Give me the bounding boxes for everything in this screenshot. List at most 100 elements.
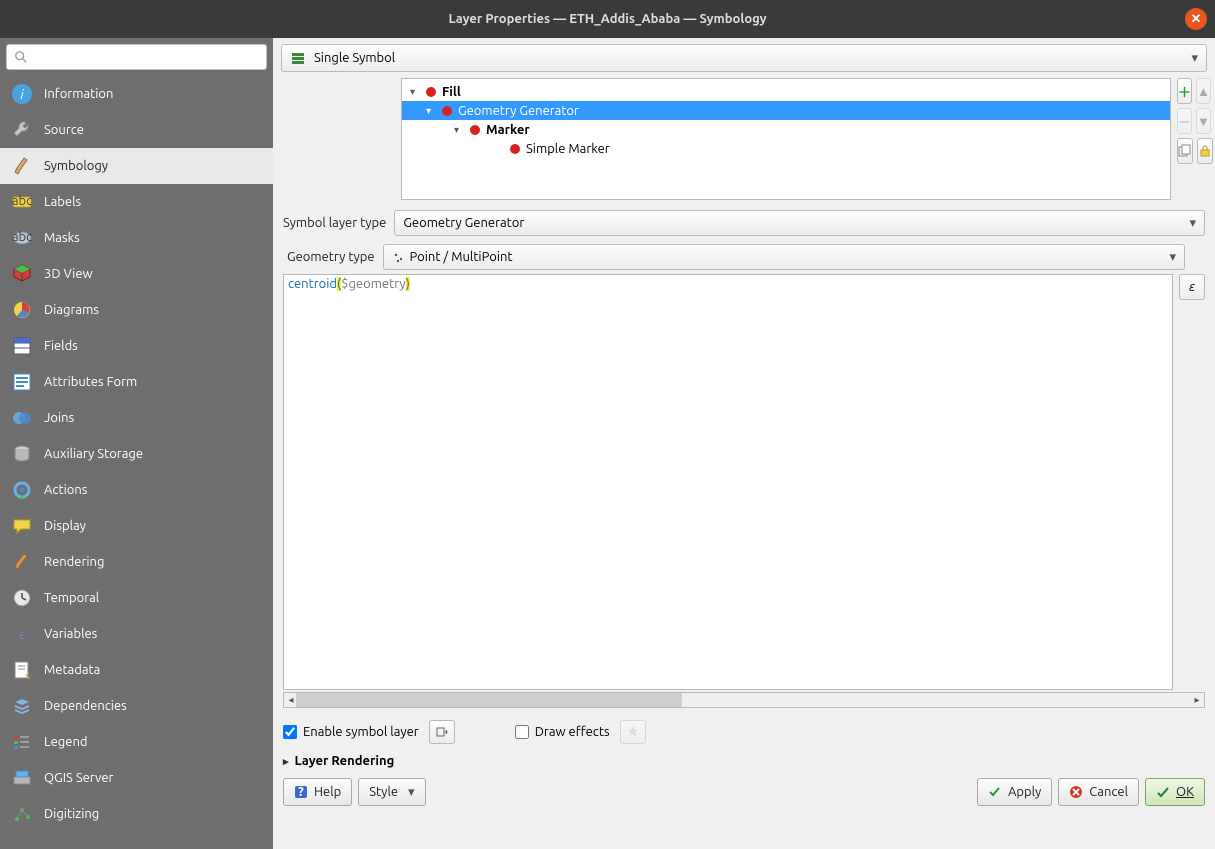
sidebar-item-information[interactable]: i Information [0,76,273,112]
tooltip-icon [10,514,34,538]
sidebar-search-input[interactable] [6,44,267,70]
plus-icon: ＋ [1178,82,1191,101]
sidebar-item-masks[interactable]: abc Masks [0,220,273,256]
sidebar-item-fields[interactable]: Fields [0,328,273,364]
sidebar-item-source[interactable]: Source [0,112,273,148]
titlebar: Layer Properties — ETH_Addis_Ababa — Sym… [0,0,1215,38]
enable-symbol-layer-label: Enable symbol layer [303,725,419,739]
expression-builder-button[interactable]: ε [1179,274,1205,300]
sidebar-nav: i Information Source Symbology abc Label… [0,76,273,849]
epsilon-icon: ε [1189,280,1195,294]
nav-label: Temporal [44,591,99,605]
info-icon: i [10,82,34,106]
geometry-type-select[interactable]: Point / MultiPoint ▾ [383,244,1185,270]
layer-rendering-header[interactable]: ▸ Layer Rendering [273,750,1215,772]
sidebar-item-display[interactable]: Display [0,508,273,544]
style-menu-button[interactable]: Style ▾ [358,778,425,806]
effects-settings-button[interactable] [620,720,646,744]
select-value: Geometry Generator [403,216,524,230]
sidebar-item-attributes-form[interactable]: Attributes Form [0,364,273,400]
duplicate-layer-button[interactable] [1177,138,1193,164]
nav-label: Masks [44,231,80,245]
cube-icon [10,262,34,286]
symbol-type-select[interactable]: Single Symbol ▾ [281,44,1207,72]
cancel-button[interactable]: Cancel [1058,778,1139,806]
sidebar-item-diagrams[interactable]: Diagrams [0,292,273,328]
sidebar-item-actions[interactable]: Actions [0,472,273,508]
expand-icon: ▾ [410,86,420,98]
sidebar-item-metadata[interactable]: Metadata [0,652,273,688]
point-icon [392,250,406,264]
star-icon [626,725,640,739]
remove-layer-button[interactable]: － [1177,108,1192,134]
symbol-layer-type-select[interactable]: Geometry Generator ▾ [394,210,1205,236]
brush-icon [10,154,34,178]
ok-button[interactable]: OK [1145,778,1205,806]
sidebar-item-temporal[interactable]: Temporal [0,580,273,616]
sidebar-item-rendering[interactable]: Rendering [0,544,273,580]
nav-label: Display [44,519,86,533]
help-icon: ? [294,785,308,799]
nav-label: QGIS Server [44,771,113,785]
tree-row-simple-marker[interactable]: ▾ Simple Marker [402,139,1170,158]
svg-text:ε: ε [19,628,25,642]
legend-icon [10,730,34,754]
digitizing-icon [10,802,34,826]
apply-button[interactable]: Apply [977,778,1052,806]
sidebar-item-labels[interactable]: abc Labels [0,184,273,220]
sidebar-item-3dview[interactable]: 3D View [0,256,273,292]
tree-label: Simple Marker [526,142,610,156]
svg-text:abc: abc [12,230,32,244]
sidebar-item-aux-storage[interactable]: Auxiliary Storage [0,436,273,472]
symbol-tree[interactable]: ▾ Fill ▾ Geometry Generator ▾ Marker [401,78,1171,200]
joins-icon [10,406,34,430]
sidebar-item-variables[interactable]: ε Variables [0,616,273,652]
data-defined-icon [435,725,449,739]
move-up-button[interactable]: ▲ [1196,78,1211,104]
window-title: Layer Properties — ETH_Addis_Ababa — Sym… [448,12,766,26]
enable-symbol-layer-input[interactable] [283,725,297,739]
check-icon [988,785,1002,799]
draw-effects-checkbox[interactable]: Draw effects [515,725,610,739]
symbol-type-value: Single Symbol [314,51,395,65]
symbol-layer-type-label: Symbol layer type [283,216,386,230]
help-button[interactable]: ? Help [283,778,352,806]
symbol-tree-area: ▾ Fill ▾ Geometry Generator ▾ Marker [273,78,1215,206]
geometry-type-label: Geometry type [287,250,375,264]
window-close-button[interactable]: ✕ [1185,8,1207,30]
enable-symbol-layer-checkbox[interactable]: Enable symbol layer [283,725,419,739]
tree-row-marker[interactable]: ▾ Marker [402,120,1170,139]
tree-row-fill[interactable]: ▾ Fill [402,82,1170,101]
ok-label: OK [1176,785,1194,799]
nav-label: Auxiliary Storage [44,447,143,461]
gear-icon [10,478,34,502]
nav-label: Joins [44,411,74,425]
data-defined-enable-button[interactable] [429,720,455,744]
marker-dot-icon [470,125,480,135]
sidebar-item-joins[interactable]: Joins [0,400,273,436]
tree-row-geometry-generator[interactable]: ▾ Geometry Generator [402,101,1170,120]
sidebar-item-dependencies[interactable]: Dependencies [0,688,273,724]
draw-effects-input[interactable] [515,725,529,739]
sidebar-item-symbology[interactable]: Symbology [0,148,273,184]
marker-dot-icon [426,87,436,97]
piechart-icon [10,298,34,322]
layers-icon [10,694,34,718]
main-panel: Single Symbol ▾ ▾ Fill ▾ Geometry Genera… [273,38,1215,849]
expression-editor[interactable]: centroid($geometry) [283,274,1173,690]
scroll-right-button[interactable]: ▸ [1190,693,1204,707]
lock-layer-button[interactable] [1197,138,1213,164]
scroll-thumb[interactable] [296,693,682,707]
sidebar-item-digitizing[interactable]: Digitizing [0,796,273,832]
svg-text:?: ? [298,785,304,799]
expression-hscrollbar[interactable]: ◂ ▸ [283,692,1205,708]
arrow-down-icon: ▼ [1197,114,1210,129]
sidebar-item-qgis-server[interactable]: QGIS Server [0,760,273,796]
sidebar: i Information Source Symbology abc Label… [0,38,273,849]
sidebar-item-legend[interactable]: Legend [0,724,273,760]
nav-label: Actions [44,483,87,497]
chevron-down-icon: ▾ [1191,51,1198,66]
nav-label: Source [44,123,84,137]
add-layer-button[interactable]: ＋ [1177,78,1192,104]
move-down-button[interactable]: ▼ [1196,108,1211,134]
